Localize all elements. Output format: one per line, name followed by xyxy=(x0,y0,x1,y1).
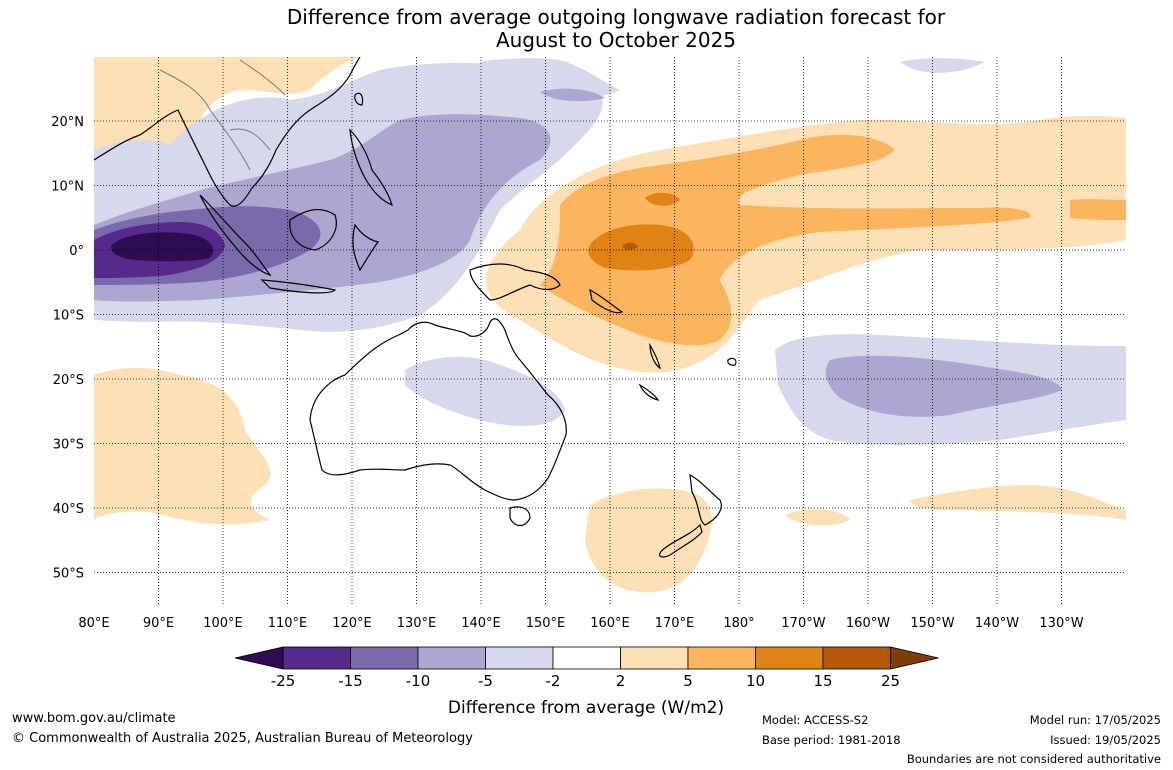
orange-mid-pacific xyxy=(540,134,1031,346)
axis-labels: 80°E 90°E 100°E 110°E 120°E 130°E 140°E 150°E 16… xyxy=(51,115,1084,631)
orange-darkest-spot xyxy=(622,242,638,250)
country-borders xyxy=(159,59,286,171)
graticule xyxy=(94,57,1126,605)
lon-tick-label: 130°W xyxy=(1039,616,1083,631)
colorbar-segment xyxy=(417,646,486,670)
purple-mid-north-strip xyxy=(540,88,605,102)
purple-darkest-core xyxy=(111,232,214,262)
colorbar-segment xyxy=(350,646,419,670)
colorbar-segment xyxy=(485,646,554,670)
colorbar-max-extension xyxy=(890,646,939,670)
lon-tick-label: 140°E xyxy=(461,616,501,631)
orange-mid-east xyxy=(1070,199,1126,220)
java-coastline xyxy=(260,279,337,294)
colorbar-tick-label: 2 xyxy=(616,672,626,690)
footer-site-url[interactable]: www.bom.gov.au/climate xyxy=(12,711,176,726)
colorbar-tick-label: -25 xyxy=(271,672,296,690)
footer-base-period: Base period: 1981-2018 xyxy=(762,733,901,747)
footer-model: Model: ACCESS-S2 xyxy=(762,713,869,727)
footer-disclaimer: Boundaries are not considered authoritat… xyxy=(906,752,1161,766)
taiwan-coastline xyxy=(354,92,364,106)
lon-tick-label: 150°E xyxy=(526,616,566,631)
fiji-coastline xyxy=(727,357,737,366)
lat-tick-label: 10°N xyxy=(51,180,84,195)
lat-tick-label: 0° xyxy=(69,244,84,259)
lon-tick-label: 160°E xyxy=(590,616,630,631)
philippines-coastline xyxy=(349,128,393,207)
colorbar-segment xyxy=(687,646,756,670)
colorbar-tick-label: 5 xyxy=(683,672,693,690)
colorbar-tick-label: -5 xyxy=(478,672,493,690)
mainland-asia-coastline xyxy=(94,57,361,207)
colorbar-segment xyxy=(282,646,351,670)
colorbar-min-extension xyxy=(234,646,284,670)
colorbar-segment xyxy=(822,646,891,670)
lon-tick-label: 170°E xyxy=(655,616,695,631)
sumatra-coastline xyxy=(199,194,272,277)
footer-copyright: © Commonwealth of Australia 2025, Austra… xyxy=(12,731,473,746)
colorbar-tick-label: -15 xyxy=(338,672,363,690)
lon-tick-label: 110°E xyxy=(268,616,308,631)
colorbar-segment xyxy=(620,646,689,670)
borneo-coastline xyxy=(289,208,337,251)
colorbar-tick-label: 10 xyxy=(746,672,765,690)
lon-tick-label: 80°E xyxy=(78,616,109,631)
lat-tick-label: 20°N xyxy=(51,115,84,130)
new-caledonia-coastline xyxy=(638,383,660,401)
colorbar-tick-label: 25 xyxy=(881,672,900,690)
orange-dark-core xyxy=(588,224,694,271)
colorbar-title: Difference from average (W/m2) xyxy=(448,698,724,718)
coastlines xyxy=(94,57,737,558)
new-zealand-south xyxy=(658,523,703,558)
colorbar-segment xyxy=(755,646,824,670)
colorbar-tick-labels: -25 -15 -10 -5 -2 2 5 10 15 25 xyxy=(271,672,900,690)
lon-tick-label: 150°W xyxy=(910,616,954,631)
vanuatu-coastline xyxy=(649,342,661,370)
purple-light-australia xyxy=(405,356,565,426)
lon-tick-label: 100°E xyxy=(203,616,243,631)
anomaly-field xyxy=(94,57,1126,593)
lat-tick-label: 50°S xyxy=(53,567,84,582)
tasmania-coastline xyxy=(509,506,531,527)
orange-light-tasman xyxy=(585,488,712,593)
colorbar xyxy=(234,646,939,670)
orange-light-south-pacific xyxy=(910,485,1126,520)
lon-tick-label: 140°W xyxy=(975,616,1019,631)
colorbar-tick-label: -2 xyxy=(546,672,561,690)
lon-tick-label: 160°W xyxy=(846,616,890,631)
footer-model-run: Model run: 17/05/2025 xyxy=(1029,713,1161,727)
purple-light-northeast xyxy=(900,58,985,73)
lat-tick-label: 10°S xyxy=(53,309,84,324)
lon-tick-label: 170°W xyxy=(781,616,825,631)
lon-tick-label: 120°E xyxy=(332,616,372,631)
australia-coastline xyxy=(309,318,567,501)
lat-tick-label: 30°S xyxy=(53,438,84,453)
orange-dark-patch-north xyxy=(645,192,680,206)
map-title-line1: Difference from average outgoing longwav… xyxy=(286,5,946,29)
purple-light-north xyxy=(480,58,620,98)
lat-tick-label: 40°S xyxy=(53,502,84,517)
colorbar-tick-label: -10 xyxy=(406,672,431,690)
purple-mid-south-pacific xyxy=(825,355,1062,417)
orange-light-indian-ocean xyxy=(94,367,271,525)
new-guinea-coastline xyxy=(469,263,561,301)
map-title-line2: August to October 2025 xyxy=(495,28,737,52)
lon-tick-label: 130°E xyxy=(397,616,437,631)
lat-tick-label: 20°S xyxy=(53,373,84,388)
orange-light-patch xyxy=(785,508,850,526)
lon-tick-label: 180° xyxy=(723,616,754,631)
colorbar-tick-label: 15 xyxy=(813,672,832,690)
sulawesi-coastline xyxy=(352,223,380,272)
colorbar-segment xyxy=(552,646,621,670)
footer-issued: Issued: 19/05/2025 xyxy=(1050,733,1161,747)
solomon-islands-coastline xyxy=(589,288,624,314)
lon-tick-label: 90°E xyxy=(143,616,174,631)
